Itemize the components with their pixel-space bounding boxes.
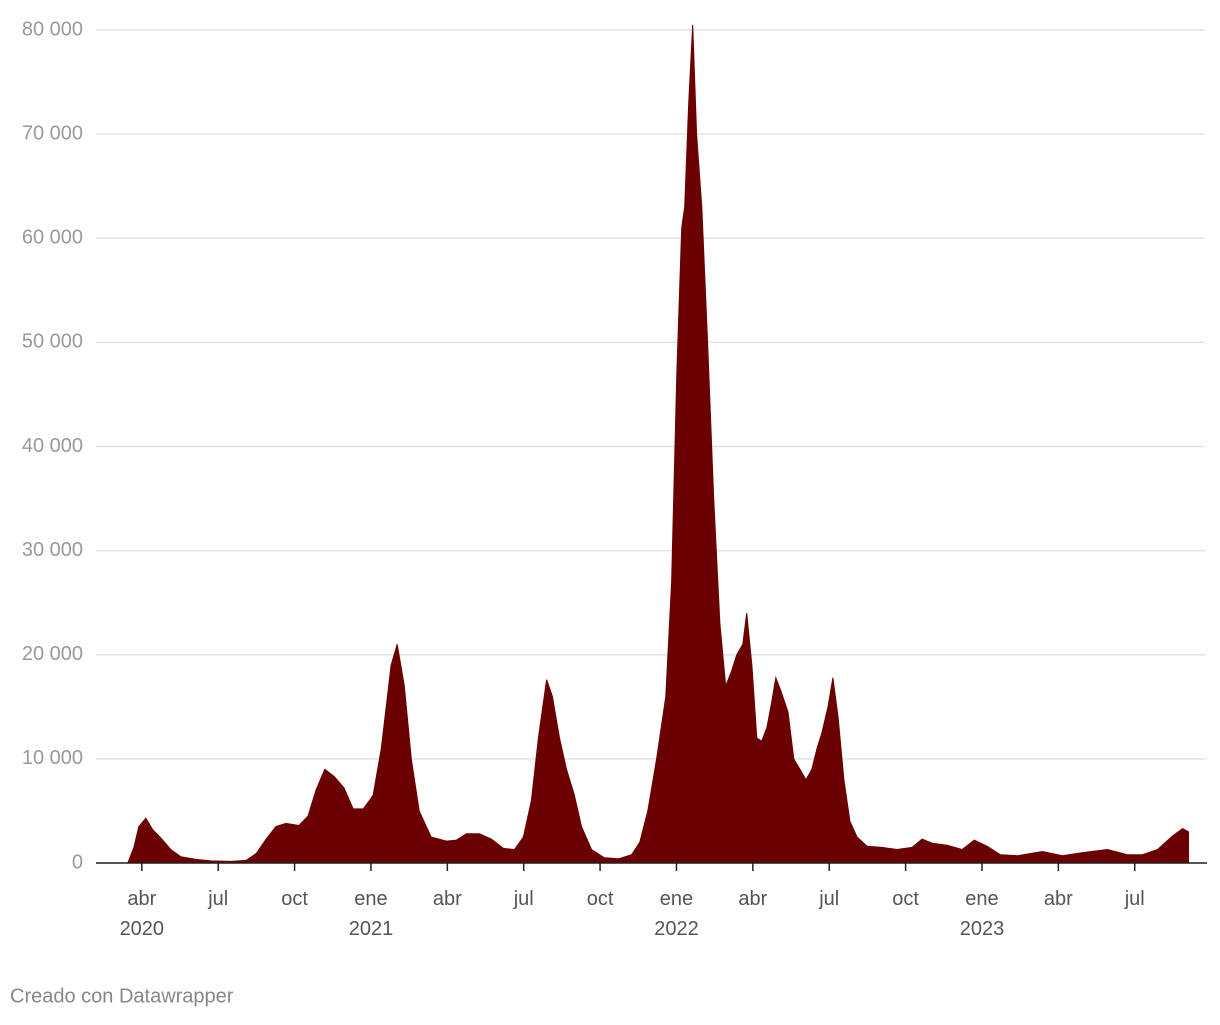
x-tick-label: ene 2021: [349, 888, 394, 940]
x-tick-label: oct: [892, 888, 919, 910]
y-tick-label: 70 000: [22, 122, 83, 144]
x-tick-label: ene 2022: [654, 888, 699, 940]
y-tick-label: 30 000: [22, 539, 83, 561]
y-tick-label: 60 000: [22, 227, 83, 249]
credit: Creado con Datawrapper: [10, 985, 234, 1007]
y-tick-label: 50 000: [22, 331, 83, 353]
y-tick-label: 10 000: [22, 747, 83, 769]
x-tick-label: oct: [587, 888, 614, 910]
x-tick-label: abr 2020: [120, 888, 165, 940]
y-tick-label: 40 000: [22, 435, 83, 457]
x-tick-label: jul: [818, 888, 839, 910]
y-tick-label: 80 000: [22, 18, 83, 40]
x-tick-label: jul: [207, 888, 228, 910]
y-tick-label: 0: [72, 851, 83, 873]
x-tick-label: abr: [738, 888, 767, 910]
x-tick-label: ene 2023: [960, 888, 1005, 940]
area: [127, 24, 1189, 864]
x-tick-label: jul: [1124, 888, 1145, 910]
y-tick-label: 20 000: [22, 643, 83, 665]
x-tick-label: abr: [433, 888, 462, 910]
x-tick-label: jul: [513, 888, 534, 910]
x-tick-label: abr: [1044, 888, 1073, 910]
x-tick-label: oct: [281, 888, 308, 910]
